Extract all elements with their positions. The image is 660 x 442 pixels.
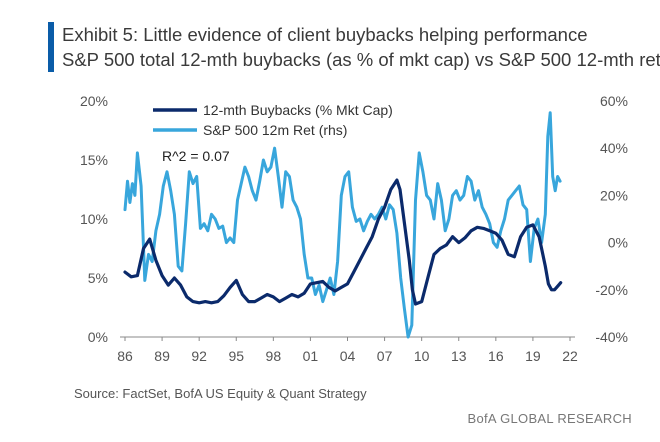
right-tick-label: 60% xyxy=(600,93,628,109)
right-tick-label: -40% xyxy=(595,329,628,345)
legend: 12-mth Buybacks (% Mkt Cap) S&P 500 12m R… xyxy=(153,102,393,138)
x-tick-label: 07 xyxy=(377,348,393,364)
legend-label-buybacks: 12-mth Buybacks (% Mkt Cap) xyxy=(203,102,393,118)
right-tick-label: 20% xyxy=(600,187,628,203)
x-tick-label: 92 xyxy=(191,348,207,364)
chart-subtitle: S&P 500 total 12-mth buybacks (as % of m… xyxy=(62,49,660,70)
x-tick-label: 16 xyxy=(488,348,504,364)
x-tick-label: 98 xyxy=(266,348,282,364)
chart-title: Exhibit 5: Little evidence of client buy… xyxy=(62,24,588,45)
source-note: Source: FactSet, BofA US Equity & Quant … xyxy=(74,386,367,401)
left-tick-label: 10% xyxy=(80,211,108,227)
sp500-return-series-line xyxy=(123,111,562,339)
left-tick-label: 15% xyxy=(80,152,108,168)
x-tick-label: 89 xyxy=(154,348,170,364)
right-tick-label: -20% xyxy=(595,282,628,298)
x-tick-label: 95 xyxy=(228,348,244,364)
brand-footer: BofA GLOBAL RESEARCH xyxy=(467,411,632,426)
x-tick-label: 01 xyxy=(303,348,319,364)
right-tick-label: 0% xyxy=(608,235,628,251)
legend-label-sp500: S&P 500 12m Ret (rhs) xyxy=(203,122,347,138)
x-tick-label: 22 xyxy=(562,348,578,364)
x-tick-label: 10 xyxy=(414,348,430,364)
r-squared-annotation: R^2 = 0.07 xyxy=(162,148,230,164)
left-axis-ticks: 0% 5% 10% 15% 20% xyxy=(80,93,108,345)
left-tick-label: 5% xyxy=(88,270,108,286)
left-tick-label: 20% xyxy=(80,93,108,109)
right-tick-label: 40% xyxy=(600,140,628,156)
x-tick-label: 13 xyxy=(451,348,467,364)
x-tick-label: 19 xyxy=(525,348,541,364)
title-accent-bar xyxy=(48,22,54,72)
left-tick-label: 0% xyxy=(88,329,108,345)
buybacks-series-line xyxy=(123,178,563,306)
x-axis-ticks: 86 89 92 95 98 01 04 07 10 13 16 19 22 xyxy=(117,337,578,364)
x-tick-label: 86 xyxy=(117,348,133,364)
x-tick-label: 04 xyxy=(340,348,356,364)
right-axis-ticks: -40% -20% 0% 20% 40% 60% xyxy=(595,93,628,345)
series-layer xyxy=(123,111,563,339)
